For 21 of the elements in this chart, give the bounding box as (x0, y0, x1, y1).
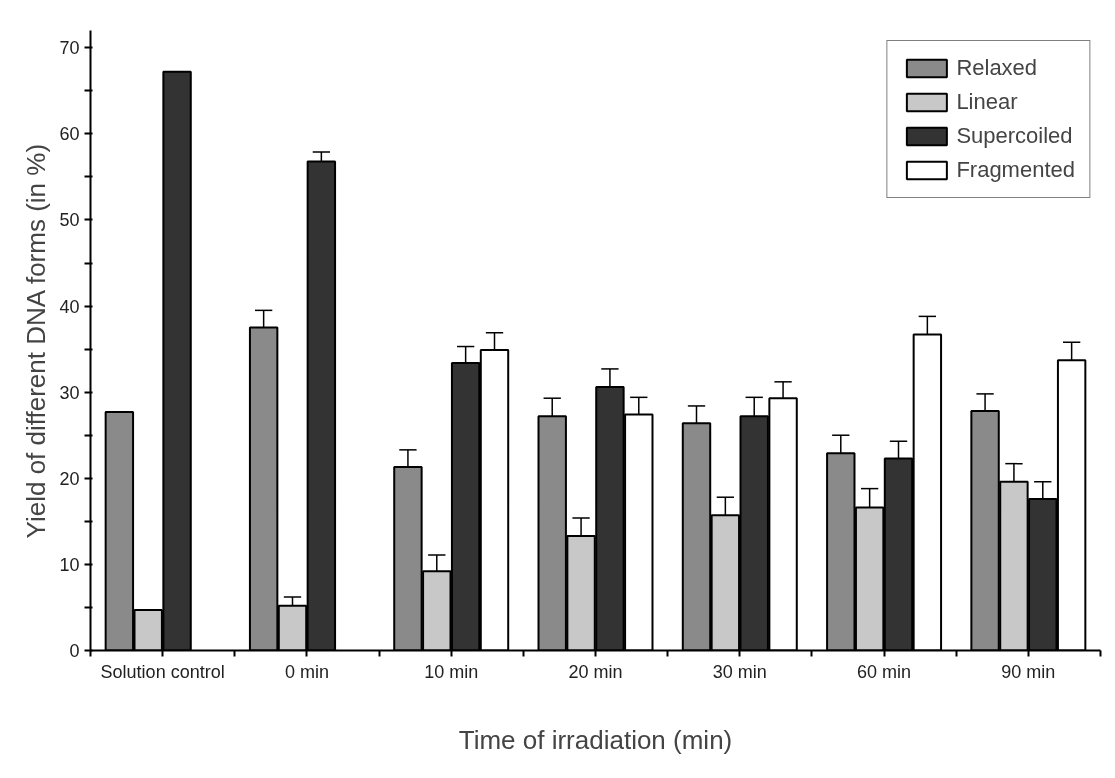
y-tick-label: 30 (59, 382, 80, 403)
x-tick-label: 60 min (857, 661, 912, 682)
x-axis-title: Time of irradiation (min) (458, 724, 733, 755)
y-tick-label: 40 (59, 296, 80, 317)
x-tick-label: 10 min (424, 661, 479, 682)
legend-label: Fragmented (956, 157, 1075, 183)
y-tick-label: 10 (59, 554, 80, 575)
x-tick-label: 30 min (712, 661, 767, 682)
y-axis-title: Yield of different DNA forms (in %) (21, 143, 52, 539)
x-tick-label: 0 min (284, 661, 329, 682)
y-tick-label: 60 (59, 124, 80, 145)
legend-label: Supercoiled (956, 123, 1073, 149)
x-tick-label: 20 min (568, 661, 623, 682)
legend-label: Linear (956, 89, 1018, 115)
y-tick-label: 50 (59, 210, 80, 231)
legend-label: Relaxed (956, 55, 1038, 81)
x-tick-label: Solution control (100, 661, 225, 682)
x-tick-label: 90 min (1001, 661, 1056, 682)
y-tick-label: 0 (69, 641, 80, 661)
y-tick-label: 70 (59, 38, 80, 59)
y-tick-label: 20 (59, 468, 80, 489)
